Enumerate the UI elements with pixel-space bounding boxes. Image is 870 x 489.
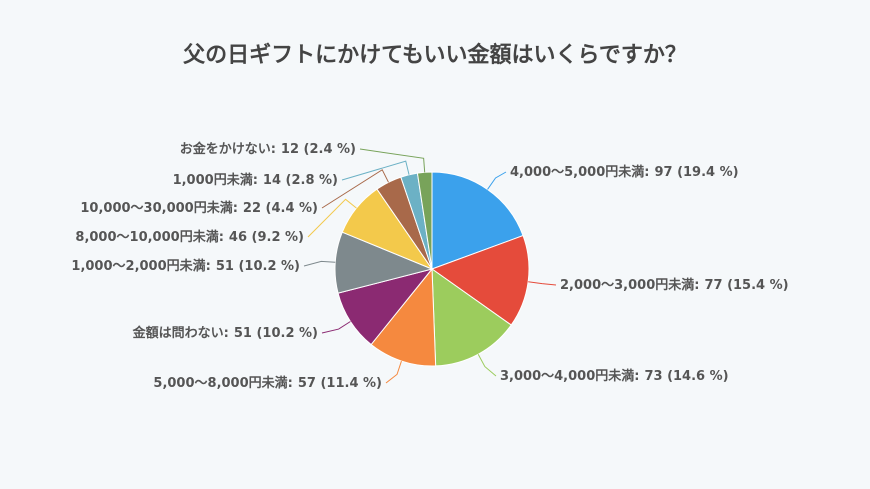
chart-title: 父の日ギフトにかけてもいい金額はいくらですか？ <box>183 42 687 68</box>
category-label: 2,000～3,000円未満: <box>560 277 699 293</box>
data-label: 3,000～4,000円未満: 73 (14.6 %) <box>500 368 729 384</box>
category-label: 4,000～5,000円未満: <box>510 164 649 180</box>
data-label: 4,000～5,000円未満: 97 (19.4 %) <box>510 164 739 180</box>
data-label: お金をかけない: 12 (2.4 %) <box>180 141 356 157</box>
leader-line <box>303 260 336 267</box>
data-label: 金額は問わない: 51 (10.2 %) <box>132 325 318 341</box>
category-label: 5,000～8,000円未満: <box>153 375 292 391</box>
category-label: お金をかけない: <box>180 141 276 157</box>
leader-line <box>487 171 507 190</box>
category-label: 金額は問わない: <box>132 325 229 341</box>
value-label: 73 (14.6 %) <box>644 369 728 384</box>
data-label: 8,000～10,000円未満: 46 (9.2 %) <box>75 229 304 245</box>
category-label: 10,000～30,000円未満: <box>80 200 238 216</box>
value-label: 22 (4.4 %) <box>243 201 318 216</box>
value-label: 51 (10.2 %) <box>216 259 300 274</box>
value-label: 12 (2.4 %) <box>281 142 356 157</box>
value-label: 77 (15.4 %) <box>704 278 788 293</box>
pie-slice <box>370 267 437 367</box>
value-label: 57 (11.4 %) <box>298 376 382 391</box>
data-label: 1,000～2,000円未満: 51 (10.2 %) <box>71 258 300 274</box>
leader-line <box>477 354 497 377</box>
value-label: 97 (19.4 %) <box>654 165 738 180</box>
pie-slice <box>431 171 524 270</box>
leader-line <box>341 160 410 181</box>
data-label: 2,000～3,000円未満: 77 (15.4 %) <box>560 277 789 293</box>
pie-slice <box>430 234 530 326</box>
value-label: 14 (2.8 %) <box>263 173 338 188</box>
category-label: 3,000～4,000円未満: <box>500 368 639 384</box>
leader-line <box>307 198 357 238</box>
value-label: 51 (10.2 %) <box>234 326 318 341</box>
pie-slice <box>416 171 433 270</box>
data-label: 5,000～8,000円未満: 57 (11.4 %) <box>153 375 382 391</box>
category-label: 1,000円未満: <box>173 172 258 188</box>
leader-line <box>385 360 402 384</box>
data-label: 1,000円未満: 14 (2.8 %) <box>173 172 338 188</box>
leader-line <box>528 281 557 286</box>
leader-line <box>321 169 389 209</box>
category-label: 8,000～10,000円未満: <box>75 229 224 245</box>
leader-line <box>321 321 351 334</box>
pie-slice <box>431 268 512 367</box>
value-label: 46 (9.2 %) <box>229 230 304 245</box>
leader-line <box>359 148 426 173</box>
category-label: 1,000～2,000円未満: <box>71 258 210 274</box>
data-label: 10,000～30,000円未満: 22 (4.4 %) <box>80 200 318 216</box>
